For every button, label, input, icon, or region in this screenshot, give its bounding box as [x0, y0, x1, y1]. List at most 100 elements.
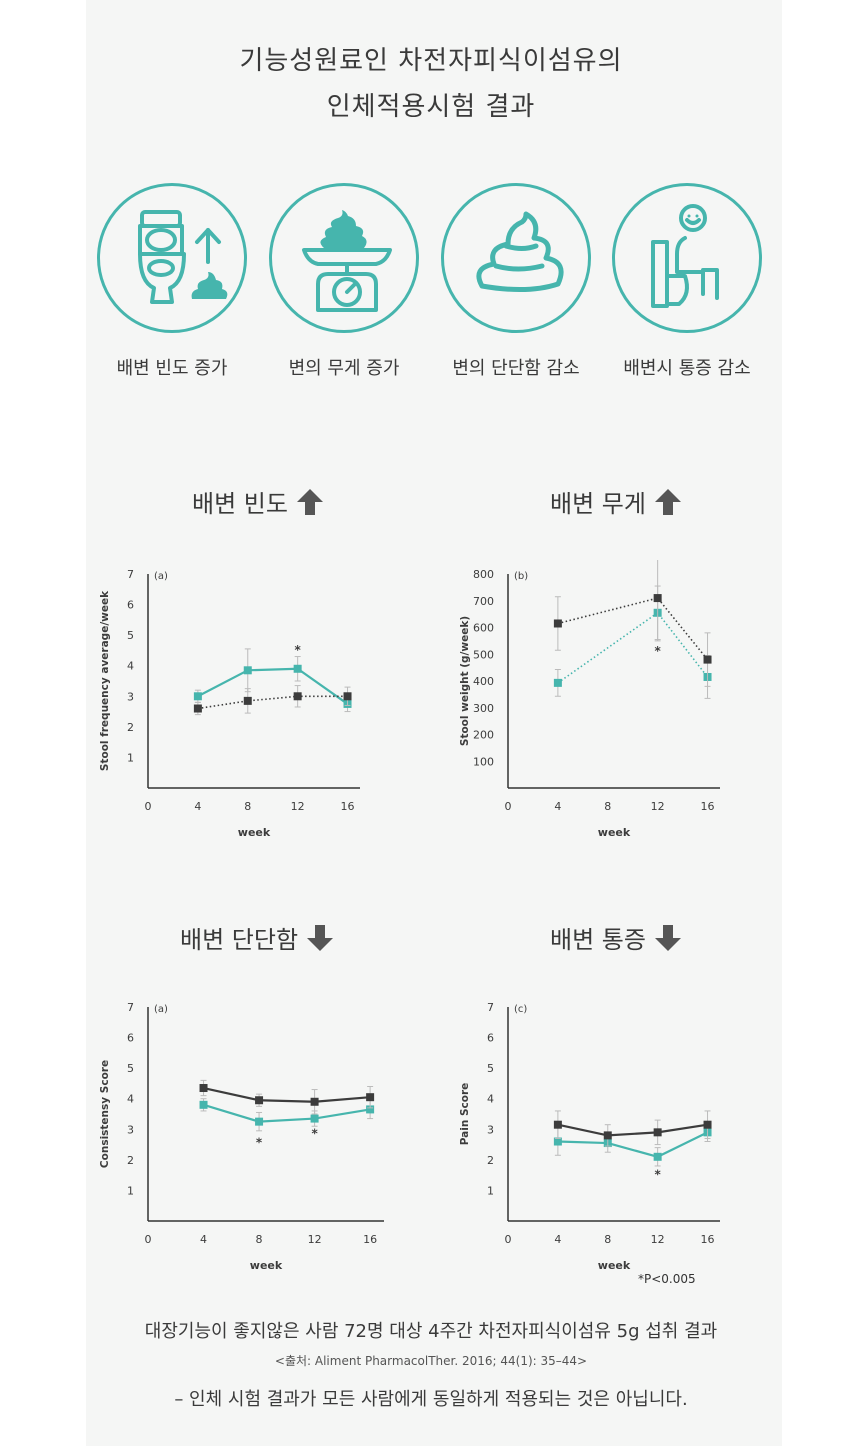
person-toilet-icon [612, 183, 762, 333]
arrow-up-icon [654, 488, 681, 515]
section-title-text: 배변 빈도 [192, 490, 288, 518]
y-tick-label: 5 [127, 1062, 134, 1075]
y-tick-label: 2 [127, 1154, 134, 1167]
y-tick-label: 600 [473, 622, 494, 635]
page-title-line2: 인체적용시험 결과 [326, 92, 536, 122]
panel-label: (c) [514, 1004, 527, 1015]
x-axis-label: week [598, 1259, 631, 1272]
study-summary: 대장기능이 좋지않은 사람 72명 대상 4주간 차전자피식이섬유 5g 섭취 … [144, 1321, 718, 1342]
arrow-up-icon [296, 488, 323, 515]
data-point-dark [366, 1093, 375, 1102]
series-line-dark [197, 695, 348, 710]
x-axis-label: week [250, 1259, 283, 1272]
data-point-teal [243, 666, 252, 675]
y-tick-label: 1 [127, 751, 134, 764]
data-point-teal [553, 1137, 562, 1146]
section-title-consistency: 배변 단단함 [180, 920, 334, 955]
y-tick-label: 1 [487, 1184, 494, 1197]
data-point-teal [255, 1117, 264, 1126]
arrow-down-icon [654, 924, 681, 951]
y-tick-label: 5 [487, 1062, 494, 1075]
section-title-weight: 배변 무게 [550, 484, 682, 519]
x-tick-label: 8 [256, 1233, 263, 1246]
data-point-dark [310, 1097, 319, 1106]
pvalue-footnote: *P<0.005 [638, 1272, 696, 1286]
series-line-teal [197, 667, 349, 705]
icon-label-consistency: 변의 단단함 감소 [452, 358, 580, 379]
y-tick-label: 7 [127, 1001, 134, 1014]
series-line-dark [557, 597, 709, 661]
data-point-teal [366, 1105, 375, 1114]
y-tick-label: 6 [487, 1032, 494, 1045]
y-tick-label: 6 [127, 1032, 134, 1045]
section-title-text: 배변 통증 [550, 926, 646, 954]
y-tick-label: 400 [473, 675, 494, 688]
series-line-dark [203, 1086, 371, 1103]
series-line-teal [557, 611, 709, 684]
series-line-teal [203, 1103, 371, 1123]
significance-marker: * [295, 643, 302, 657]
x-axis-label: week [238, 826, 271, 839]
data-point-dark [703, 1120, 712, 1129]
data-point-dark [243, 696, 252, 705]
y-tick-label: 7 [487, 1001, 494, 1014]
y-tick-label: 800 [473, 568, 494, 581]
data-point-dark [343, 692, 352, 701]
page-title-line1: 기능성원료인 차전자피식이섬유의 [239, 46, 623, 76]
series-line-teal [557, 1131, 709, 1158]
y-tick-label: 3 [127, 1123, 134, 1136]
y-tick-label: 5 [127, 629, 134, 642]
x-tick-label: 0 [145, 800, 152, 813]
data-point-teal [553, 678, 562, 687]
y-tick-label: 7 [127, 568, 134, 581]
data-point-teal [293, 664, 302, 673]
panel-label: (b) [514, 571, 528, 582]
data-point-dark [193, 704, 202, 713]
x-tick-label: 4 [200, 1233, 207, 1246]
study-source: <출처: Aliment PharmacolTher. 2016; 44(1):… [274, 1354, 588, 1368]
panel-label: (a) [154, 571, 168, 582]
x-tick-label: 12 [651, 800, 665, 813]
data-point-teal [310, 1114, 319, 1123]
y-axis-label: Stool frequency average/week [99, 590, 111, 771]
icon-label-pain: 배변시 통증 감소 [623, 358, 751, 379]
x-tick-label: 16 [701, 800, 715, 813]
significance-marker: * [655, 644, 662, 658]
data-point-teal [193, 692, 202, 701]
icon-label-weight: 변의 무게 증가 [288, 358, 400, 379]
section-title-frequency: 배변 빈도 [192, 484, 324, 519]
data-point-dark [553, 1120, 562, 1129]
x-tick-label: 4 [554, 1233, 561, 1246]
data-point-teal [653, 1152, 662, 1161]
x-tick-label: 4 [554, 800, 561, 813]
section-title-text: 배변 단단함 [180, 926, 299, 954]
data-point-dark [653, 1128, 662, 1137]
x-axis-label: week [598, 826, 631, 839]
x-tick-label: 16 [363, 1233, 377, 1246]
y-tick-label: 6 [127, 599, 134, 612]
poop-icon [441, 183, 591, 333]
x-tick-label: 0 [505, 800, 512, 813]
y-tick-label: 3 [487, 1123, 494, 1136]
section-title-pain: 배변 통증 [550, 920, 682, 955]
data-point-dark [603, 1131, 612, 1140]
data-point-dark [199, 1084, 208, 1093]
x-tick-label: 12 [291, 800, 305, 813]
x-tick-label: 0 [505, 1233, 512, 1246]
y-axis-label: Stool weight (g/week) [459, 616, 471, 746]
y-tick-label: 300 [473, 702, 494, 715]
chart-stool-weight: (b) 100 200 300 400 500 600 700 800 0 4 8 12 16 week St… [459, 560, 720, 839]
y-tick-label: 100 [473, 755, 494, 768]
y-tick-label: 1 [127, 1184, 134, 1197]
series-line-dark [557, 1123, 708, 1137]
y-tick-label: 2 [127, 721, 134, 734]
x-tick-label: 4 [194, 800, 201, 813]
y-tick-label: 3 [127, 690, 134, 703]
y-tick-label: 4 [127, 1093, 134, 1106]
icon-label-frequency: 배변 빈도 증가 [116, 358, 228, 379]
disclaimer-note: – 인체 시험 결과가 모든 사람에게 동일하게 적용되는 것은 아닙니다. [174, 1389, 688, 1410]
toilet-arrow-icon [97, 183, 247, 333]
significance-marker: * [311, 1126, 318, 1140]
